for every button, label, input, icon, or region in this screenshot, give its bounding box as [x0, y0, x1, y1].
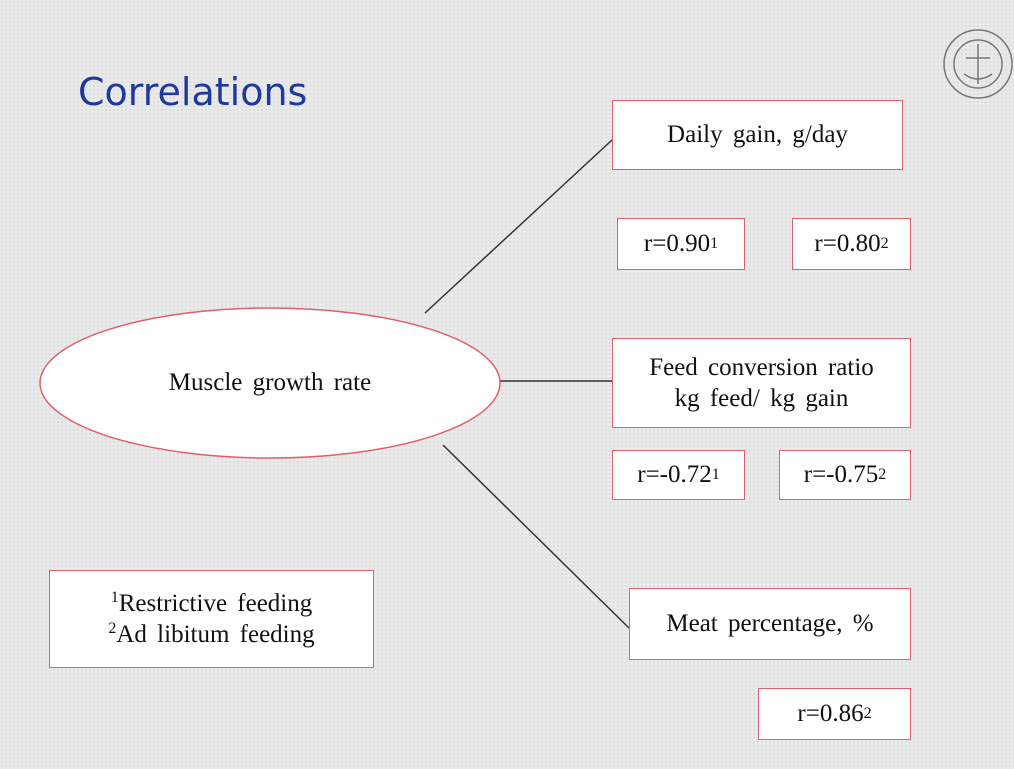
node-box: Meat percentage, % — [629, 588, 911, 660]
connector — [424, 139, 613, 314]
slide-title: Correlations — [78, 70, 308, 114]
legend-box: 1Restrictive feeding 2Ad libitum feeding — [49, 570, 374, 668]
legend-entry: 2Ad libitum feeding — [108, 619, 314, 650]
correlation-box: r=-0.72 1 — [612, 450, 745, 500]
legend-text: Restrictive feeding — [118, 589, 313, 617]
logo — [943, 29, 1013, 99]
node-text: Feed conversion ratio — [649, 353, 874, 381]
correlation-box: r=0.90 1 — [617, 218, 745, 270]
node-box: Daily gain, g/day — [612, 100, 903, 170]
center-text: Muscle growth rate — [168, 369, 372, 397]
node-text: Daily gain, g/day — [667, 121, 848, 149]
center-ellipse — [39, 307, 501, 459]
correlation-box: r=-0.75 2 — [779, 450, 911, 500]
correlation-box: r=0.80 2 — [792, 218, 911, 270]
superscript: 2 — [108, 620, 117, 637]
center-label: Muscle growth rate — [40, 308, 500, 458]
node-box: Feed conversion ratio kg feed/ kg gain — [612, 338, 911, 428]
node-text: kg feed/ kg gain — [674, 385, 849, 412]
r-value: r=0.86 — [797, 700, 864, 728]
r-value: r=-0.75 — [803, 461, 879, 489]
legend-text: Ad libitum feeding — [116, 621, 315, 648]
r-value: r=0.80 — [814, 230, 881, 258]
connector — [442, 444, 630, 629]
r-value: r=-0.72 — [637, 461, 712, 489]
legend-entry: 1Restrictive feeding — [111, 588, 313, 619]
superscript: 1 — [110, 588, 119, 606]
r-value: r=0.90 — [643, 230, 711, 258]
correlation-box: r=0.86 2 — [758, 688, 911, 740]
node-text: Meat percentage, % — [666, 610, 874, 638]
